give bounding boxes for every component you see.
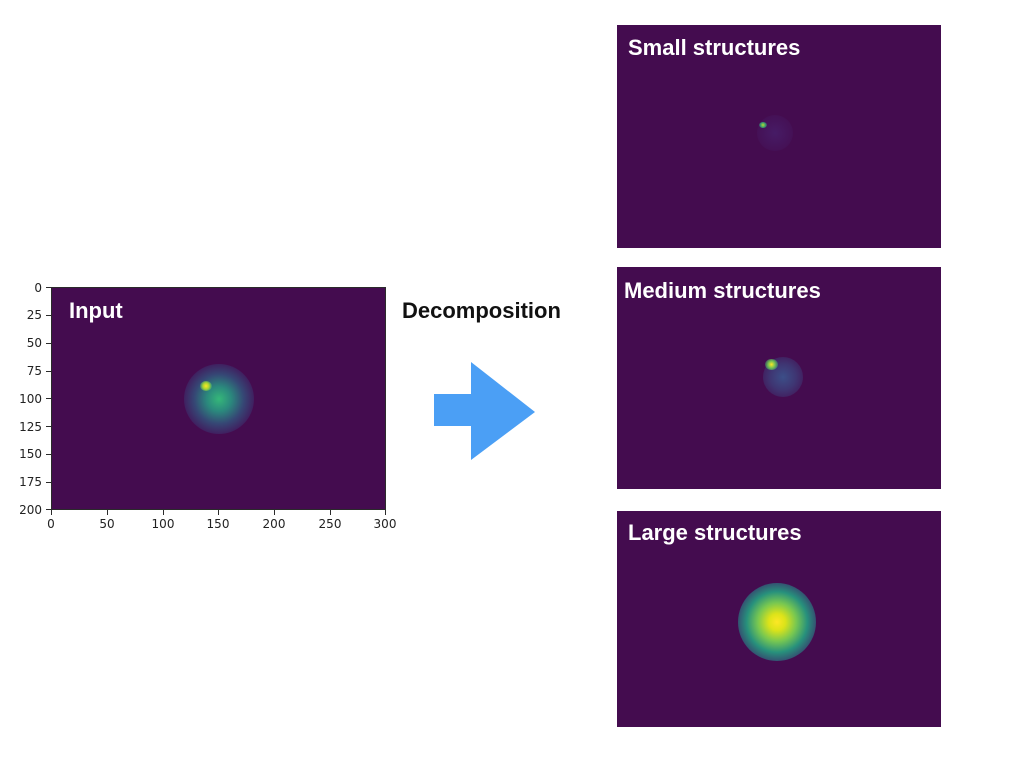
x-tick-mark xyxy=(163,510,164,515)
large-structures-title: Large structures xyxy=(628,520,802,545)
x-tick-label: 50 xyxy=(99,517,115,531)
x-tick-mark xyxy=(385,510,386,515)
small-structures-faint-halo xyxy=(757,115,793,151)
y-tick-mark xyxy=(46,426,51,427)
y-tick-mark xyxy=(46,315,51,316)
x-tick-label: 300 xyxy=(373,517,397,531)
y-tick-mark xyxy=(46,287,51,288)
input-small-dot xyxy=(200,381,212,391)
y-tick-mark xyxy=(46,509,51,510)
x-tick-mark xyxy=(330,510,331,515)
y-tick-mark xyxy=(46,454,51,455)
medium-structures-title: Medium structures xyxy=(624,278,821,303)
y-tick-label: 25 xyxy=(26,308,42,322)
small-structures-panel: Small structures xyxy=(617,25,941,248)
large-structures-blob xyxy=(738,583,816,661)
x-tick-label: 100 xyxy=(151,517,175,531)
small-structures-dot xyxy=(759,122,767,128)
x-tick-label: 0 xyxy=(47,517,55,531)
y-tick-label: 125 xyxy=(19,420,42,434)
input-large-blob xyxy=(184,364,254,434)
x-tick-mark xyxy=(218,510,219,515)
x-tick-label: 200 xyxy=(262,517,286,531)
x-tick-label: 250 xyxy=(318,517,342,531)
x-tick-mark xyxy=(274,510,275,515)
small-structures-title: Small structures xyxy=(628,35,801,60)
y-tick-mark xyxy=(46,343,51,344)
input-image: Input xyxy=(51,287,386,510)
x-tick-mark xyxy=(107,510,108,515)
right-arrow-icon xyxy=(434,362,535,460)
x-tick-mark xyxy=(51,510,52,515)
y-tick-label: 175 xyxy=(19,475,42,489)
x-tick-label: 150 xyxy=(206,517,230,531)
y-tick-label: 50 xyxy=(26,336,42,350)
y-tick-label: 200 xyxy=(19,503,42,517)
decomposition-label: Decomposition xyxy=(402,298,561,323)
large-structures-panel: Large structures xyxy=(617,511,941,727)
medium-structures-dot xyxy=(765,359,778,370)
y-tick-label: 0 xyxy=(34,281,42,295)
y-tick-mark xyxy=(46,371,51,372)
input-panel-title: Input xyxy=(69,298,123,323)
y-tick-mark xyxy=(46,398,51,399)
y-tick-label: 75 xyxy=(26,364,42,378)
y-tick-mark xyxy=(46,482,51,483)
y-tick-label: 150 xyxy=(19,447,42,461)
medium-structures-panel: Medium structures xyxy=(617,267,941,489)
y-tick-label: 100 xyxy=(19,392,42,406)
